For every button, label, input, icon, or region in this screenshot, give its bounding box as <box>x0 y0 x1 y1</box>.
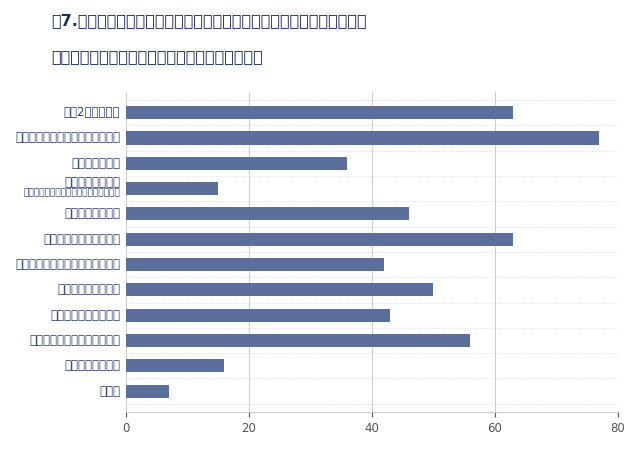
Text: テレワークの活用: テレワークの活用 <box>64 359 120 372</box>
Bar <box>126 182 218 195</box>
Text: 休日出勤の禁止・抑制: 休日出勤の禁止・抑制 <box>50 309 120 322</box>
Bar <box>126 233 513 246</box>
Text: 年次有給休暇取得の奨励: 年次有給休暇取得の奨励 <box>43 233 120 246</box>
Text: 図7.　今回の上限規制施行にあたり、勤務先では組織的にどのような取: 図7. 今回の上限規制施行にあたり、勤務先では組織的にどのような取 <box>51 14 367 28</box>
Text: 適切な工期の設定: 適切な工期の設定 <box>64 207 120 220</box>
Text: その他: その他 <box>99 385 120 398</box>
Bar <box>126 157 348 170</box>
Text: 施工時期の平準化: 施工時期の平準化 <box>64 176 120 189</box>
Bar <box>126 207 409 220</box>
Text: 週休2日制の導入: 週休2日制の導入 <box>63 106 120 119</box>
Bar <box>126 385 169 398</box>
Bar <box>126 359 225 373</box>
Bar <box>126 106 513 119</box>
Text: 定時退社の呼びかけ・声掛け: 定時退社の呼びかけ・声掛け <box>29 334 120 347</box>
Text: （年間を通した工事稼働件数の平均化）: （年間を通した工事稼働件数の平均化） <box>23 189 120 198</box>
Text: り組みが行われましたか？（複数選択可）: り組みが行われましたか？（複数選択可） <box>51 50 263 64</box>
Text: 人材増強・育成: 人材増強・育成 <box>71 157 120 170</box>
Bar <box>126 284 433 297</box>
Bar <box>126 334 470 347</box>
Bar <box>126 309 390 322</box>
Text: ノー残業デーの導入: ノー残業デーの導入 <box>57 284 120 297</box>
Text: デジタルツール・システムの導入: デジタルツール・システムの導入 <box>15 258 120 271</box>
Text: 労働時間・残業時間の厳格な管理: 労働時間・残業時間の厳格な管理 <box>15 131 120 144</box>
Bar <box>126 131 599 144</box>
Bar <box>126 258 384 271</box>
